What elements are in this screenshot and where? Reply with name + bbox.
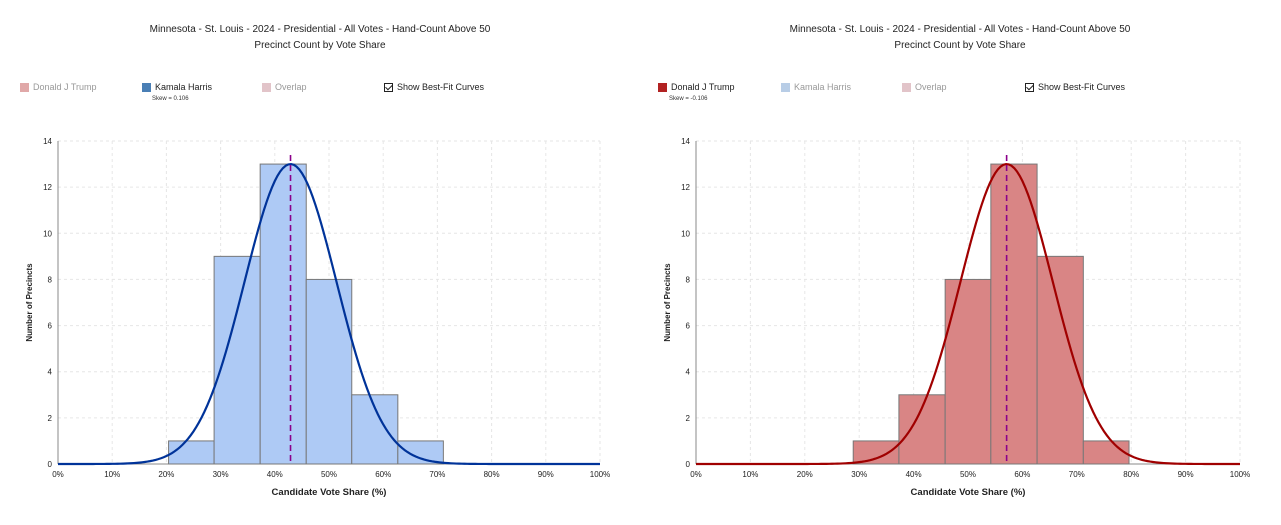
x-tick-label: 100% — [1230, 470, 1250, 479]
skew-label: Skew = 0.106 — [152, 96, 189, 102]
y-tick-label: 0 — [48, 460, 53, 469]
legend-swatch-overlap — [262, 82, 271, 92]
x-tick-label: 90% — [538, 470, 554, 479]
y-tick-label: 6 — [686, 322, 691, 331]
x-axis-title: Candidate Vote Share (%) — [272, 487, 387, 498]
chart-title-line2: Precinct Count by Vote Share — [254, 40, 386, 51]
histogram-bar — [990, 163, 1038, 465]
skew-label: Skew = -0.106 — [669, 96, 708, 102]
x-axis-title: Candidate Vote Share (%) — [911, 487, 1026, 498]
x-tick-label: 80% — [1123, 470, 1139, 479]
legend-item-overlap[interactable]: Overlap — [262, 81, 307, 93]
y-tick-label: 0 — [686, 460, 691, 469]
chart-title: Minnesota - St. Louis - 2024 - President… — [640, 22, 1280, 54]
y-tick-label: 10 — [681, 229, 690, 238]
legend-label-harris: Kamala Harris — [794, 82, 852, 92]
x-tick-label: 20% — [797, 470, 813, 479]
histogram-bar — [213, 255, 261, 465]
checkbox-icon[interactable] — [1025, 82, 1034, 92]
y-tick-label: 8 — [686, 275, 691, 284]
x-tick-label: 10% — [104, 470, 120, 479]
y-tick-label: 12 — [681, 183, 690, 192]
y-tick-label: 4 — [48, 368, 53, 377]
x-tick-label: 10% — [742, 470, 758, 479]
best-fit-curve — [58, 162, 600, 466]
y-tick-label: 4 — [686, 368, 691, 377]
legend-item-harris[interactable]: Kamala Harris — [781, 81, 851, 93]
legend-label-harris: Kamala Harris — [155, 82, 213, 92]
chart-panel-harris: Minnesota - St. Louis - 2024 - President… — [0, 0, 640, 525]
histogram-chart: 0 2 4 6 8 10 12 14 0% 10% 20% 30% 40% 50% 60% 70% 80% 90%… — [25, 137, 610, 498]
y-tick-label: 14 — [43, 137, 52, 146]
x-tick-label: 50% — [321, 470, 337, 479]
y-tick-label: 10 — [43, 229, 52, 238]
y-axis-title: Number of Precincts — [663, 263, 672, 342]
x-tick-label: 70% — [429, 470, 445, 479]
chart-title-line1: Minnesota - St. Louis - 2024 - President… — [789, 24, 1131, 35]
histogram-bar — [852, 440, 900, 465]
legend-label-overlap: Overlap — [275, 82, 307, 92]
x-tick-label: 0% — [52, 470, 64, 479]
histogram-bar — [305, 278, 353, 465]
x-tick-label: 0% — [690, 470, 702, 479]
show-best-fit-toggle[interactable]: Show Best-Fit Curves — [384, 81, 484, 93]
legend-item-trump[interactable]: Donald J Trump — [658, 81, 735, 93]
x-tick-label: 50% — [960, 470, 976, 479]
show-best-fit-toggle[interactable]: Show Best-Fit Curves — [1025, 81, 1125, 93]
legend-swatch-harris — [781, 82, 790, 92]
x-tick-label: 40% — [906, 470, 922, 479]
legend-swatch-trump — [658, 82, 667, 92]
chart-title-line2: Precinct Count by Vote Share — [894, 40, 1026, 51]
x-tick-label: 60% — [375, 470, 391, 479]
histogram-bar — [397, 440, 444, 465]
legend-swatch-harris — [142, 82, 151, 92]
legend-swatch-overlap — [902, 82, 911, 92]
x-tick-label: 70% — [1069, 470, 1085, 479]
y-tick-label: 2 — [686, 414, 691, 423]
histogram-bar — [1082, 440, 1130, 465]
checkbox-icon[interactable] — [384, 82, 393, 92]
y-tick-label: 8 — [48, 275, 53, 284]
y-tick-label: 2 — [48, 414, 53, 423]
legend-label-trump: Donald J Trump — [33, 82, 97, 92]
x-tick-label: 90% — [1178, 470, 1194, 479]
chart-panel-trump: Minnesota - St. Louis - 2024 - President… — [640, 0, 1280, 525]
x-tick-label: 40% — [267, 470, 283, 479]
show-best-fit-label: Show Best-Fit Curves — [1038, 82, 1126, 92]
y-tick-label: 6 — [48, 322, 53, 331]
legend-item-harris[interactable]: Kamala Harris — [142, 81, 212, 93]
x-tick-label: 80% — [484, 470, 500, 479]
y-tick-label: 14 — [681, 137, 690, 146]
legend-swatch-trump — [20, 82, 29, 92]
y-axis-title: Number of Precincts — [25, 263, 34, 342]
histogram-chart: 0 2 4 6 8 10 12 14 0% 10% 20% 30% 40% 50% 60% 70% 80% 90%… — [663, 137, 1250, 498]
legend-item-trump[interactable]: Donald J Trump — [20, 81, 97, 93]
x-tick-label: 20% — [158, 470, 174, 479]
legend-label-overlap: Overlap — [915, 82, 947, 92]
histogram-bar — [259, 163, 307, 465]
chart-title: Minnesota - St. Louis - 2024 - President… — [0, 22, 640, 54]
chart-title-line1: Minnesota - St. Louis - 2024 - President… — [149, 24, 491, 35]
histogram-bar — [1036, 255, 1084, 465]
show-best-fit-label: Show Best-Fit Curves — [397, 82, 485, 92]
legend-label-trump: Donald J Trump — [671, 82, 735, 92]
x-tick-label: 30% — [851, 470, 867, 479]
x-tick-label: 60% — [1014, 470, 1030, 479]
x-tick-label: 30% — [213, 470, 229, 479]
histogram-bar — [168, 440, 215, 465]
y-tick-label: 12 — [43, 183, 52, 192]
x-tick-label: 100% — [590, 470, 610, 479]
histogram-bar — [944, 278, 992, 465]
best-fit-curve — [696, 162, 1240, 466]
legend-item-overlap[interactable]: Overlap — [902, 81, 947, 93]
